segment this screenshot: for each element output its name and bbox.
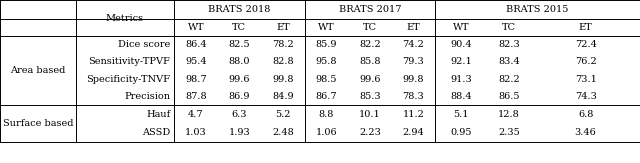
Text: 1.03: 1.03 <box>185 128 207 137</box>
Text: WT: WT <box>318 23 335 32</box>
Text: 99.8: 99.8 <box>272 75 294 84</box>
Text: 83.4: 83.4 <box>498 58 520 67</box>
Text: Precision: Precision <box>124 92 170 101</box>
Text: 86.4: 86.4 <box>185 40 207 49</box>
Text: 2.94: 2.94 <box>403 128 424 137</box>
Text: 79.3: 79.3 <box>403 58 424 67</box>
Text: 10.1: 10.1 <box>359 110 381 119</box>
Text: 2.35: 2.35 <box>498 128 520 137</box>
Text: 86.5: 86.5 <box>498 92 520 101</box>
Text: 73.1: 73.1 <box>575 75 596 84</box>
Text: 82.5: 82.5 <box>228 40 250 49</box>
Text: ET: ET <box>406 23 420 32</box>
Text: 3.46: 3.46 <box>575 128 596 137</box>
Text: 1.93: 1.93 <box>228 128 250 137</box>
Text: 78.3: 78.3 <box>403 92 424 101</box>
Text: ET: ET <box>276 23 290 32</box>
Text: 86.9: 86.9 <box>228 92 250 101</box>
Text: 2.23: 2.23 <box>359 128 381 137</box>
Text: 11.2: 11.2 <box>403 110 424 119</box>
Text: ET: ET <box>579 23 593 32</box>
Text: Hauf: Hauf <box>146 110 170 119</box>
Text: 99.6: 99.6 <box>359 75 381 84</box>
Text: 92.1: 92.1 <box>450 58 472 67</box>
Text: TC: TC <box>232 23 246 32</box>
Text: 88.0: 88.0 <box>228 58 250 67</box>
Text: BRATS 2018: BRATS 2018 <box>208 5 271 14</box>
Text: 91.3: 91.3 <box>450 75 472 84</box>
Text: 5.1: 5.1 <box>453 110 468 119</box>
Text: WT: WT <box>188 23 204 32</box>
Text: 5.2: 5.2 <box>275 110 291 119</box>
Text: 82.2: 82.2 <box>359 40 381 49</box>
Text: 76.2: 76.2 <box>575 58 596 67</box>
Text: 82.2: 82.2 <box>498 75 520 84</box>
Text: 90.4: 90.4 <box>450 40 472 49</box>
Text: 87.8: 87.8 <box>185 92 207 101</box>
Text: 99.6: 99.6 <box>228 75 250 84</box>
Text: TC: TC <box>502 23 516 32</box>
Text: 74.2: 74.2 <box>403 40 424 49</box>
Text: 72.4: 72.4 <box>575 40 596 49</box>
Text: 2.48: 2.48 <box>272 128 294 137</box>
Text: 86.7: 86.7 <box>316 92 337 101</box>
Text: 85.9: 85.9 <box>316 40 337 49</box>
Text: 82.8: 82.8 <box>272 58 294 67</box>
Text: 8.8: 8.8 <box>319 110 334 119</box>
Text: BRATS 2015: BRATS 2015 <box>506 5 569 14</box>
Text: 85.8: 85.8 <box>359 58 381 67</box>
Text: 74.3: 74.3 <box>575 92 596 101</box>
Text: 12.8: 12.8 <box>498 110 520 119</box>
Text: 85.3: 85.3 <box>359 92 381 101</box>
Text: Sensitivity-TPVF: Sensitivity-TPVF <box>88 58 170 67</box>
Text: 95.8: 95.8 <box>316 58 337 67</box>
Text: 4.7: 4.7 <box>188 110 204 119</box>
Text: 88.4: 88.4 <box>450 92 472 101</box>
Text: 0.95: 0.95 <box>450 128 472 137</box>
Text: 78.2: 78.2 <box>272 40 294 49</box>
Text: Dice score: Dice score <box>118 40 170 49</box>
Text: Metrics: Metrics <box>106 14 144 22</box>
Text: Specificity-TNVF: Specificity-TNVF <box>86 75 170 84</box>
Text: 6.3: 6.3 <box>232 110 247 119</box>
Text: 98.7: 98.7 <box>185 75 207 84</box>
Text: Area based: Area based <box>10 66 65 75</box>
Text: 99.8: 99.8 <box>403 75 424 84</box>
Text: 95.4: 95.4 <box>185 58 207 67</box>
Text: WT: WT <box>452 23 469 32</box>
Text: 82.3: 82.3 <box>498 40 520 49</box>
Text: 98.5: 98.5 <box>316 75 337 84</box>
Text: ASSD: ASSD <box>142 128 170 137</box>
Text: 1.06: 1.06 <box>316 128 337 137</box>
Text: 84.9: 84.9 <box>272 92 294 101</box>
Text: Surface based: Surface based <box>3 119 73 128</box>
Text: 6.8: 6.8 <box>578 110 593 119</box>
Text: BRATS 2017: BRATS 2017 <box>339 5 401 14</box>
Text: TC: TC <box>363 23 377 32</box>
